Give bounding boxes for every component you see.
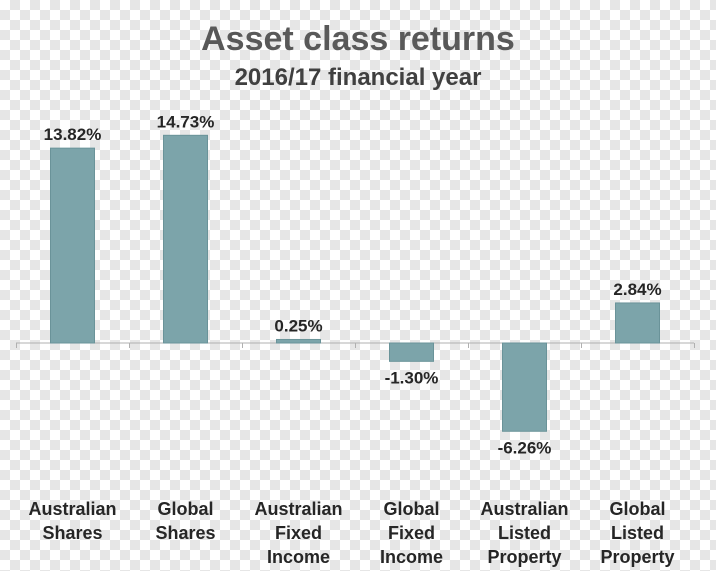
category-label-4: Australian Listed Property (480, 499, 568, 567)
category-label-line: Listed (611, 523, 664, 543)
category-label-line: Global (383, 499, 439, 519)
data-label-1: 14.73% (157, 112, 215, 131)
category-label-line: Australian (480, 499, 568, 519)
category-label-5: Global Listed Property (600, 499, 674, 567)
data-label-0: 13.82% (44, 125, 102, 144)
bar-5 (615, 302, 660, 344)
category-label-line: Shares (42, 523, 102, 543)
category-label-line: Fixed (388, 523, 435, 543)
bar-4 (502, 342, 547, 432)
category-label-line: Income (267, 547, 330, 567)
bar-0 (50, 147, 95, 344)
bar-2 (276, 338, 321, 344)
bar-3 (389, 342, 434, 362)
category-label-0: Australian Shares (28, 499, 116, 543)
category-label-line: Australian (28, 499, 116, 519)
category-label-line: Fixed (275, 523, 322, 543)
category-label-line: Income (380, 547, 443, 567)
plot-area: 13.82% Australian Shares 14.73% Global Shares… (16, 112, 695, 567)
data-label-2: 0.25% (274, 316, 322, 335)
data-label-5: 2.84% (613, 280, 661, 299)
category-label-line: Australian (254, 499, 342, 519)
category-label-line: Global (609, 499, 665, 519)
category-label-3: Global Fixed Income (380, 499, 443, 567)
data-label-4: -6.26% (498, 438, 552, 457)
data-label-3: -1.30% (385, 368, 439, 387)
category-label-line: Property (600, 547, 674, 567)
category-label-1: Global Shares (155, 499, 215, 543)
bar-1 (163, 134, 208, 344)
category-label-line: Shares (155, 523, 215, 543)
category-label-line: Property (487, 547, 561, 567)
category-label-2: Australian Fixed Income (254, 499, 342, 567)
chart-subtitle: 2016/17 financial year (235, 64, 482, 91)
chart-title: Asset class returns (201, 20, 515, 58)
category-label-line: Listed (498, 523, 551, 543)
category-label-line: Global (157, 499, 213, 519)
